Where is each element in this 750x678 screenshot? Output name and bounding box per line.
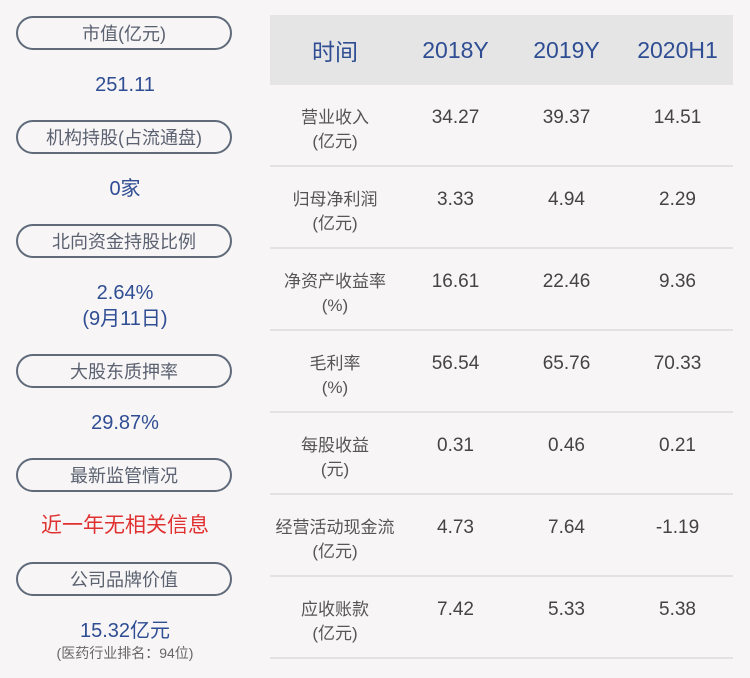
header-2020h1: 2020H1	[637, 36, 718, 63]
cell: 70.33	[653, 353, 702, 374]
brand-rank-note: (医药行业排名：94位)	[56, 645, 194, 661]
pledge-ratio-value: 29.87%	[91, 412, 159, 434]
cell: 3.33	[437, 189, 474, 210]
cell: 7.42	[437, 599, 474, 620]
market-cap-label: 市值(亿元)	[16, 16, 232, 50]
cell: 0.46	[548, 435, 585, 456]
cell: 34.27	[431, 107, 480, 128]
brand-value-label: 公司品牌价值	[16, 562, 232, 596]
northbound-holding-label: 北向资金持股比例	[16, 224, 232, 258]
regulatory-value: 近一年无相关信息	[41, 514, 209, 537]
northbound-date: (9月11日)	[82, 308, 168, 330]
metric-label: 经营活动现金流 (亿元)	[275, 518, 395, 561]
cell: 39.37	[542, 107, 591, 128]
cell: 14.51	[653, 107, 702, 128]
metric-label: 归母净利润 (亿元)	[292, 190, 378, 233]
cell: 22.46	[542, 271, 591, 292]
cell: -1.19	[655, 517, 700, 538]
financial-table: 时间 2018Y 2019Y 2020H1 营业收入 (亿元) 34.27 39.…	[270, 15, 733, 659]
cell: 16.61	[431, 271, 480, 292]
metric-label: 应收账款 (亿元)	[301, 600, 369, 643]
cell: 0.31	[437, 435, 474, 456]
cell: 5.38	[659, 599, 696, 620]
cell: 0.21	[659, 435, 696, 456]
metric-label: 每股收益 (元)	[301, 436, 369, 479]
northbound-ratio: 2.64%	[96, 282, 154, 304]
institutional-holding-label: 机构持股(占流通盘)	[16, 120, 232, 154]
cell: 56.54	[431, 353, 480, 374]
table-row: 归母净利润 (亿元) 3.33 4.94 2.29	[270, 167, 733, 249]
market-cap-value: 251.11	[95, 74, 155, 96]
regulatory-label: 最新监管情况	[16, 458, 232, 492]
metric-label: 毛利率 (%)	[309, 354, 361, 397]
cell: 4.94	[548, 189, 585, 210]
cell: 4.73	[437, 517, 474, 538]
table-row: 营业收入 (亿元) 34.27 39.37 14.51	[270, 85, 733, 167]
cell: 2.29	[659, 189, 696, 210]
header-2018: 2018Y	[422, 36, 489, 63]
metric-label: 营业收入 (亿元)	[301, 108, 369, 151]
table-row: 净资产收益率 (%) 16.61 22.46 9.36	[270, 249, 733, 331]
metric-label: 净资产收益率 (%)	[284, 272, 386, 315]
pledge-ratio-label: 大股东质押率	[16, 354, 232, 388]
brand-value: 15.32亿元 (医药行业排名：94位)	[0, 618, 250, 662]
cell: 9.36	[659, 271, 696, 292]
table-row: 每股收益 (元) 0.31 0.46 0.21	[270, 413, 733, 495]
table-row: 毛利率 (%) 56.54 65.76 70.33	[270, 331, 733, 413]
table-row: 经营活动现金流 (亿元) 4.73 7.64 -1.19	[270, 495, 733, 577]
cell: 7.64	[548, 517, 585, 538]
table-row: 应收账款 (亿元) 7.42 5.33 5.38	[270, 577, 733, 659]
brand-value-amount: 15.32亿元	[79, 620, 171, 642]
institutional-holding-value: 0家	[109, 178, 141, 200]
table-header: 时间 2018Y 2019Y 2020H1	[270, 15, 733, 85]
header-time: 时间	[312, 39, 358, 65]
cell: 65.76	[542, 353, 591, 374]
cell: 5.33	[548, 599, 585, 620]
header-2019: 2019Y	[533, 36, 600, 63]
northbound-holding-value: 2.64% (9月11日)	[0, 280, 250, 332]
